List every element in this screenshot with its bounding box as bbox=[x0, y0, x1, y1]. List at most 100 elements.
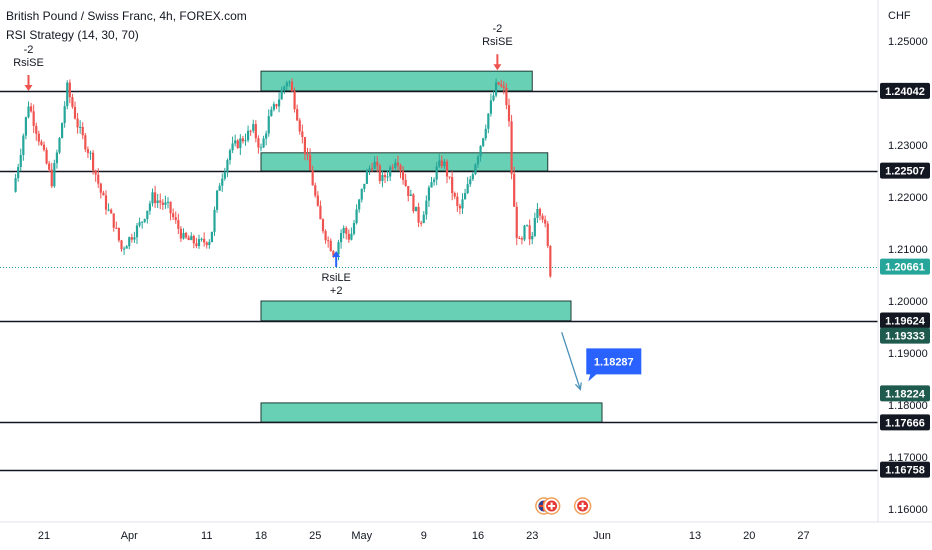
candle-body bbox=[208, 242, 211, 246]
x-tick-label: Apr bbox=[121, 530, 138, 542]
short-signal-arrow-icon[interactable] bbox=[493, 54, 502, 71]
candle-body bbox=[327, 240, 330, 242]
projection-arrow[interactable] bbox=[561, 331, 581, 390]
signal-name-label: RsiSE bbox=[482, 36, 513, 48]
candle-body bbox=[267, 116, 270, 134]
candle-body bbox=[482, 138, 485, 146]
candle-body bbox=[474, 164, 477, 175]
candle-body bbox=[347, 233, 350, 240]
x-tick-label: 11 bbox=[201, 530, 212, 542]
candle-body bbox=[210, 231, 214, 243]
candle-body bbox=[458, 205, 462, 209]
candle-body bbox=[254, 124, 257, 139]
support-resistance-zone[interactable] bbox=[260, 152, 549, 172]
projection-arrowhead-icon bbox=[574, 382, 582, 391]
target-callout-label: 1.18287 bbox=[594, 356, 634, 368]
level-price-label[interactable] bbox=[880, 82, 930, 99]
candle-body bbox=[427, 187, 431, 201]
candle-body bbox=[138, 222, 141, 226]
candle-body bbox=[164, 202, 167, 205]
candle-body bbox=[71, 97, 74, 107]
level-price-label[interactable] bbox=[880, 414, 930, 431]
support-resistance-zone[interactable] bbox=[260, 70, 533, 92]
level-price-label[interactable] bbox=[880, 162, 930, 179]
candle-body bbox=[76, 118, 79, 128]
candle-body bbox=[319, 205, 322, 220]
candle-body bbox=[520, 238, 524, 240]
current-price-label-text: 1.20661 bbox=[885, 262, 925, 274]
candle-body bbox=[401, 171, 405, 181]
candle-body bbox=[48, 163, 51, 170]
candle-body bbox=[290, 81, 294, 92]
candle-body bbox=[476, 156, 480, 165]
candle-body bbox=[484, 128, 487, 139]
indicator-label[interactable]: RSI Strategy (14, 30, 70) bbox=[6, 28, 139, 42]
candle-body bbox=[68, 82, 71, 98]
candle-body bbox=[102, 192, 105, 196]
candle-body bbox=[494, 82, 498, 96]
candle-body bbox=[285, 82, 288, 87]
candle-body bbox=[35, 125, 38, 134]
x-tick-label: 9 bbox=[421, 530, 427, 542]
candle-body bbox=[226, 160, 229, 172]
candle-body bbox=[221, 178, 224, 186]
candle-body bbox=[332, 251, 335, 256]
candle-body bbox=[241, 138, 245, 142]
candle-body bbox=[518, 238, 521, 240]
candle-body bbox=[234, 140, 237, 144]
candle-body bbox=[337, 242, 340, 255]
candle-body bbox=[383, 175, 387, 178]
candle-body bbox=[117, 227, 121, 241]
candle-body bbox=[262, 138, 265, 148]
target-callout[interactable] bbox=[586, 348, 642, 382]
candle-body bbox=[177, 220, 180, 229]
candle-body bbox=[27, 106, 30, 118]
y-tick-label: 1.20000 bbox=[888, 296, 928, 308]
x-tick-label: Jun bbox=[593, 530, 611, 542]
candle-body bbox=[122, 248, 126, 250]
candle-body bbox=[368, 168, 371, 172]
candle-body bbox=[389, 167, 392, 177]
zone-price-label[interactable] bbox=[880, 327, 930, 344]
long-signal-arrow-icon[interactable] bbox=[332, 251, 341, 267]
support-resistance-zone[interactable] bbox=[260, 402, 603, 423]
level-price-label-text: 1.16758 bbox=[885, 465, 925, 477]
candle-body bbox=[228, 150, 232, 161]
candle-body bbox=[218, 185, 221, 191]
signal-name-label: RsiSE bbox=[13, 57, 44, 69]
candle-body bbox=[370, 168, 374, 170]
zone-price-label[interactable] bbox=[880, 385, 930, 402]
candle-body bbox=[272, 104, 276, 110]
support-resistance-zone[interactable] bbox=[260, 300, 572, 322]
candle-body bbox=[417, 206, 420, 223]
candle-body bbox=[432, 179, 436, 183]
candle-body bbox=[280, 90, 283, 100]
candle-body bbox=[394, 162, 397, 168]
candle-body bbox=[283, 86, 286, 91]
current-price-label[interactable] bbox=[880, 258, 930, 275]
level-price-label[interactable] bbox=[880, 461, 930, 478]
candle-body bbox=[515, 206, 518, 239]
candle-body bbox=[301, 131, 304, 137]
candle-body bbox=[463, 193, 467, 200]
x-tick-label: 20 bbox=[743, 530, 755, 542]
candle-body bbox=[146, 210, 149, 220]
candle-body bbox=[203, 238, 206, 243]
level-price-label[interactable] bbox=[880, 312, 930, 329]
candle-body bbox=[430, 182, 433, 188]
candle-body bbox=[156, 200, 159, 204]
candle-body bbox=[510, 121, 513, 174]
candle-body bbox=[125, 246, 128, 249]
flag-cross bbox=[548, 505, 556, 507]
short-signal-arrow-icon[interactable] bbox=[24, 75, 33, 91]
signal-count-label: -2 bbox=[492, 23, 502, 35]
candle-body bbox=[184, 232, 188, 238]
candle-body bbox=[466, 184, 469, 194]
candle-body bbox=[192, 235, 195, 244]
candle-body bbox=[63, 106, 66, 124]
candle-body bbox=[97, 174, 100, 184]
candle-body bbox=[24, 117, 28, 136]
candle-body bbox=[166, 201, 170, 203]
candle-body bbox=[252, 124, 255, 131]
